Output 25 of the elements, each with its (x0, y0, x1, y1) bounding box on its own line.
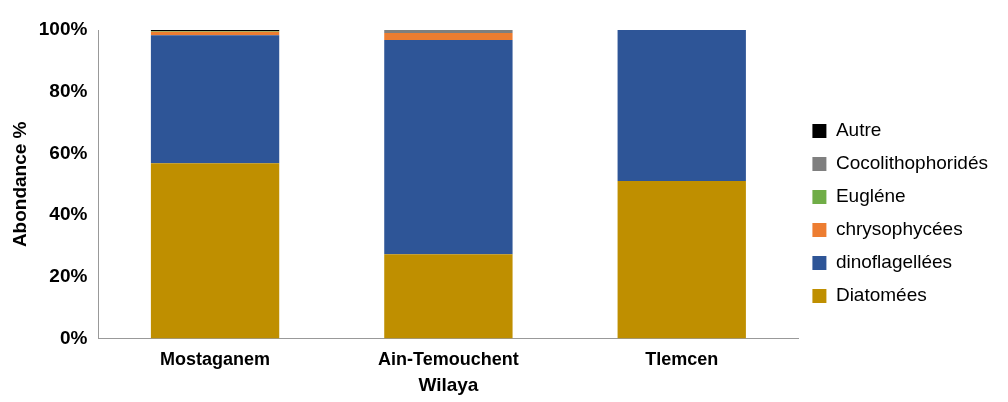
legend-label: Eugléne (835, 185, 906, 207)
x-tick-label: Tlemcen (645, 349, 719, 370)
bar (150, 163, 280, 339)
legend-label: Diatomées (835, 284, 927, 306)
x-axis-title: Wilaya (418, 373, 479, 395)
y-tick-label: 20% (49, 265, 88, 287)
y-tick-label: 100% (38, 18, 88, 40)
legend-label: dinoflagellées (835, 251, 953, 273)
bar (617, 30, 746, 181)
y-axis-title: Abondance % (8, 121, 30, 248)
y-tick-label: 40% (49, 203, 88, 225)
x-tick-label: Ain-Temouchent (378, 349, 519, 370)
x-tick-label: Mostaganem (160, 349, 271, 370)
bar (384, 39, 513, 255)
legend-label: Autre (835, 119, 882, 141)
y-tick-label: 80% (49, 79, 88, 101)
bar (384, 30, 513, 34)
legend-label: chrysophycées (835, 218, 963, 240)
bar (384, 33, 513, 40)
legend-label: Cocolithophoridés (835, 152, 988, 174)
bar (150, 35, 280, 164)
bar (617, 180, 746, 339)
y-tick-label: 60% (49, 141, 88, 163)
y-tick-label: 0% (59, 326, 88, 348)
bar (384, 254, 513, 339)
